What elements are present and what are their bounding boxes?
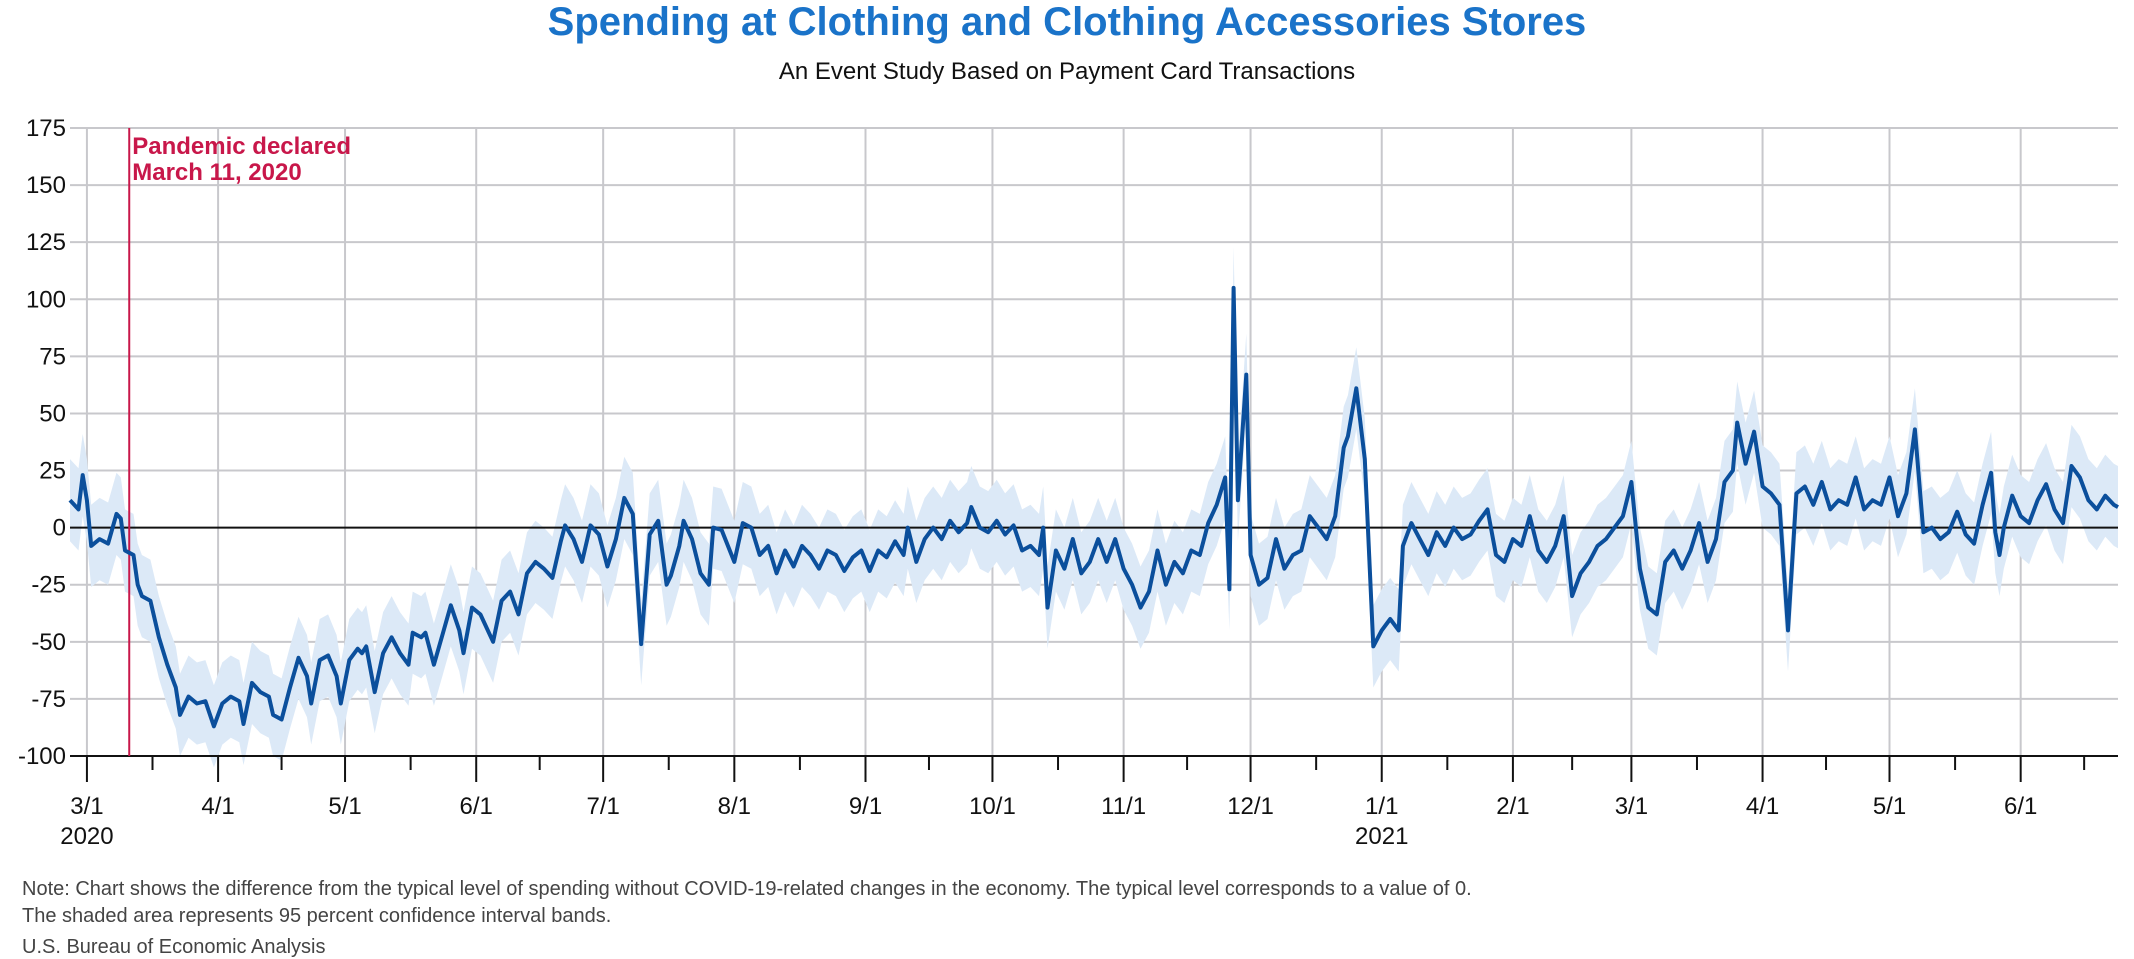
y-tick-label: 25	[39, 458, 66, 485]
y-tick-label: 75	[39, 343, 66, 370]
x-tick-label: 5/1	[1873, 793, 1906, 820]
x-tick-label: 7/1	[586, 793, 619, 820]
note-line-1: Note: Chart shows the difference from th…	[22, 878, 1472, 900]
x-year-label: 2021	[1355, 823, 1408, 850]
x-tick-label: 2/1	[1496, 793, 1529, 820]
x-tick-label: 9/1	[849, 793, 882, 820]
x-year-label: 2020	[60, 823, 113, 850]
spending-series-line	[68, 285, 2119, 729]
x-tick-label: 8/1	[718, 793, 751, 820]
chart-title: Spending at Clothing and Clothing Access…	[547, 0, 1587, 44]
x-tick-label: 3/1	[1615, 793, 1648, 820]
event-label-line1: Pandemic declared	[132, 133, 351, 160]
y-tick-label: 0	[53, 515, 66, 542]
x-tick-label: 1/1	[1365, 793, 1398, 820]
x-tick-label: 6/1	[460, 793, 493, 820]
axes: 1751501251007550250-25-50-75-1003/120204…	[18, 115, 2118, 850]
source-credit: U.S. Bureau of Economic Analysis	[22, 936, 326, 958]
chart-subtitle: An Event Study Based on Payment Card Tra…	[778, 58, 1356, 85]
y-tick-label: 50	[39, 400, 66, 427]
y-tick-label: -50	[31, 629, 66, 656]
x-tick-label: 3/1	[70, 793, 103, 820]
y-tick-label: 100	[26, 286, 66, 313]
y-tick-label: -75	[31, 686, 66, 713]
x-tick-label: 4/1	[1746, 793, 1779, 820]
x-tick-label: 12/1	[1227, 793, 1274, 820]
x-tick-label: 11/1	[1101, 793, 1146, 820]
y-tick-label: 175	[26, 115, 66, 142]
x-tick-label: 5/1	[328, 793, 361, 820]
y-tick-label: 150	[26, 172, 66, 199]
event-label-line2: March 11, 2020	[132, 159, 301, 186]
x-tick-label: 6/1	[2004, 793, 2037, 820]
x-tick-label: 4/1	[201, 793, 234, 820]
y-tick-label: 125	[26, 229, 66, 256]
note-line-2: The shaded area represents 95 percent co…	[22, 905, 612, 927]
x-tick-label: 10/1	[969, 793, 1016, 820]
y-tick-label: -25	[31, 572, 66, 599]
y-tick-label: -100	[18, 743, 66, 770]
